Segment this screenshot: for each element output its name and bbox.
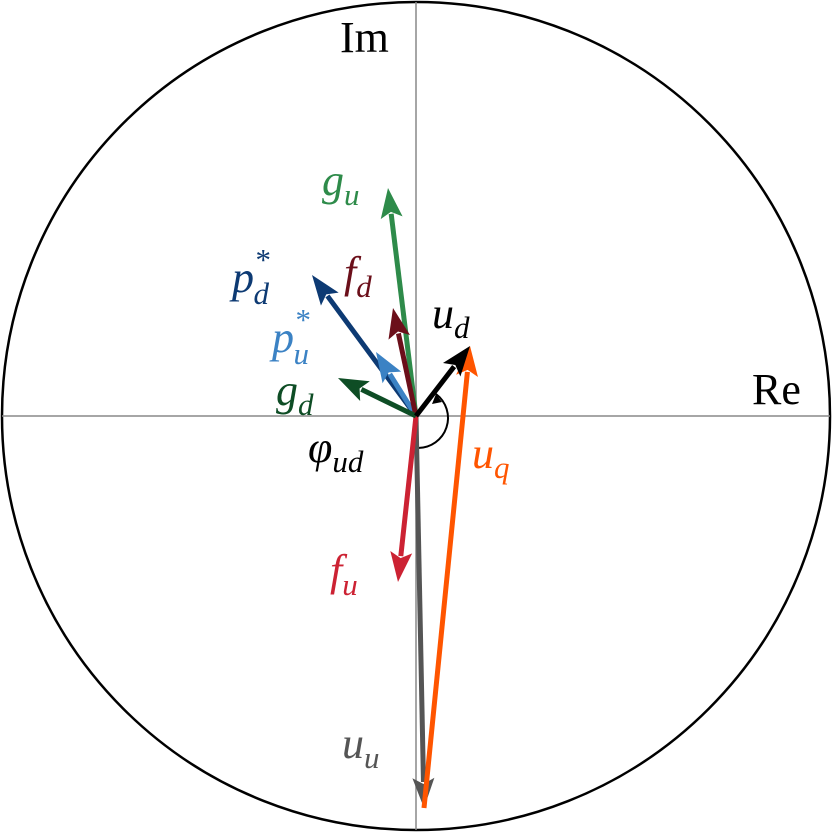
symbol: p	[269, 313, 294, 362]
subscript: d	[356, 269, 372, 304]
vector-shaft	[413, 415, 426, 783]
vector-head	[312, 275, 339, 306]
vector-head	[388, 308, 411, 340]
vector-head	[376, 352, 402, 384]
vector-shaft	[388, 213, 419, 417]
symbol: g	[322, 156, 344, 205]
symbol: u	[342, 719, 364, 768]
symbol: u	[472, 429, 494, 478]
vector-label: uu	[342, 719, 380, 775]
vector-shaft	[387, 372, 419, 418]
superscript: *	[294, 302, 310, 337]
vector-head	[442, 346, 470, 377]
axis-label: Re	[752, 365, 801, 414]
subscript: u	[294, 336, 310, 371]
vector-label: fd	[344, 248, 372, 304]
vector-shaft	[421, 371, 470, 809]
vectors	[312, 188, 478, 809]
angle-label: φud	[308, 423, 364, 479]
subscript: u	[344, 177, 360, 212]
symbol: g	[276, 366, 298, 415]
subscript: q	[494, 450, 510, 485]
symbol: p	[229, 253, 254, 302]
vector-shaft	[414, 365, 457, 418]
superscript: *	[254, 242, 270, 277]
vector-label: p* d	[229, 242, 270, 311]
vector-label: ud	[432, 289, 470, 345]
vector-label: fu	[330, 546, 358, 602]
labels: gu fd p* d p* u gd ud φud uq fu uu	[229, 156, 510, 775]
subscript: d	[454, 310, 470, 345]
vector-shaft	[360, 387, 418, 419]
vector-head	[380, 188, 403, 220]
symbol: φ	[308, 423, 332, 472]
vector-head	[338, 378, 370, 402]
subscript: u	[364, 740, 380, 775]
vector-label: p* u	[269, 302, 310, 371]
subscript: u	[342, 567, 358, 602]
symbol: u	[432, 289, 454, 338]
subscript: d	[298, 387, 314, 422]
vector-shaft	[395, 332, 419, 417]
axis-label: Im	[340, 13, 389, 62]
vector-label: gu	[322, 156, 360, 212]
vector-shaft	[398, 415, 419, 557]
angle-arrowhead	[432, 394, 442, 404]
angle-arc	[417, 393, 449, 449]
vector-label: uq	[472, 429, 510, 485]
subscript: ud	[332, 444, 364, 479]
subscript: d	[254, 276, 270, 311]
vector-label: gd	[276, 366, 314, 422]
vector-head	[390, 550, 413, 582]
